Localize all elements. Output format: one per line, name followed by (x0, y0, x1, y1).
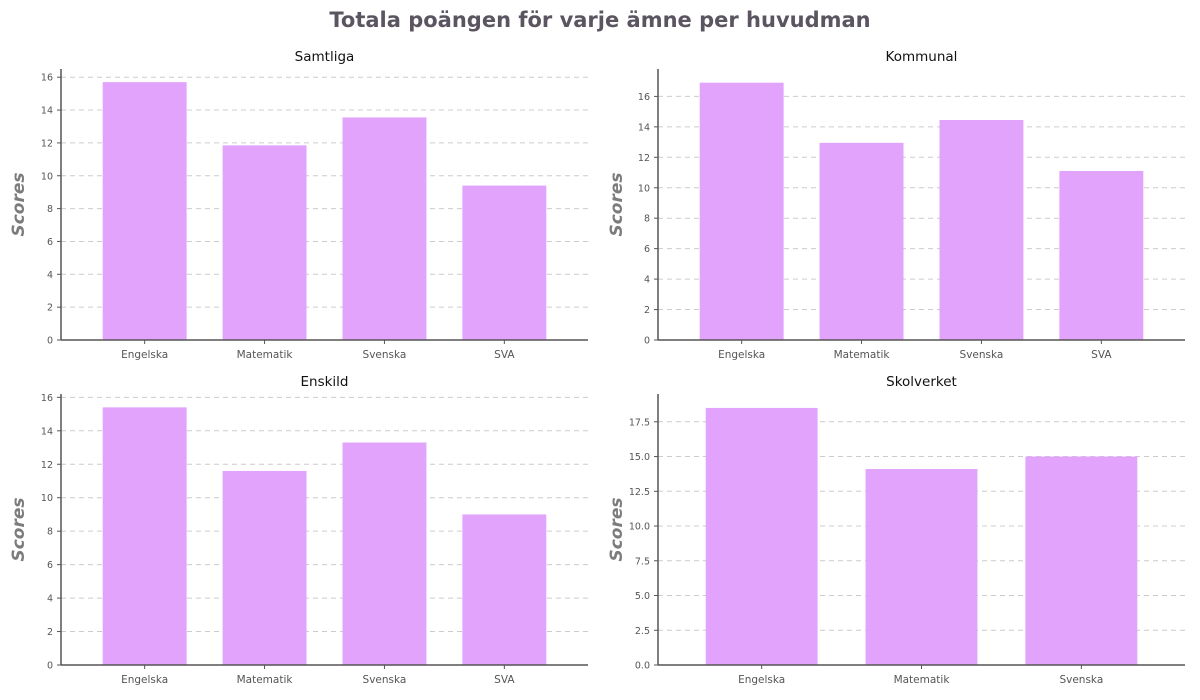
y-tick-label: 2 (47, 627, 53, 638)
x-tick-label-sva: SVA (494, 674, 515, 686)
x-tick-label-matematik: Matematik (834, 349, 891, 361)
y-tick-label: 15.0 (629, 452, 650, 463)
y-tick-label: 6 (644, 244, 650, 255)
bar-engelska (102, 82, 187, 340)
x-tick-label-engelska: Engelska (121, 674, 168, 686)
x-tick-label-svenska: Svenska (1059, 674, 1103, 686)
y-tick-label: 14 (638, 122, 650, 133)
y-tick-label: 4 (47, 270, 53, 281)
y-tick-label: 8 (47, 527, 53, 538)
x-tick-label-engelska: Engelska (738, 674, 785, 686)
y-tick-label: 2.5 (635, 626, 650, 637)
subplot-title-kommunal: Kommunal (886, 49, 958, 65)
y-tick-label: 10 (638, 183, 650, 194)
chart-svg-samtliga: Samtliga 0 2 4 6 8 10 12 14 16 Engelska Matematik Sv… (9, 49, 588, 361)
x-tick-label-sva: SVA (1091, 349, 1112, 361)
y-tick-label: 4 (644, 275, 650, 286)
bar-svenska (342, 117, 427, 341)
y-tick-label: 0 (644, 336, 650, 347)
y-tick-label: 10 (41, 171, 53, 182)
subplot-title-enskild: Enskild (300, 374, 348, 390)
y-axis-label: Scores (607, 497, 627, 561)
y-tick-label: 14 (41, 426, 53, 437)
y-tick-label: 0 (47, 336, 53, 347)
y-tick-label: 8 (644, 214, 650, 225)
bar-sva (1059, 171, 1144, 340)
y-tick-label: 7.5 (635, 556, 650, 567)
y-tick-label: 8 (47, 204, 53, 215)
bar-matematik (819, 142, 904, 340)
bar-sva (462, 185, 547, 340)
x-tick-label-svenska: Svenska (960, 349, 1004, 361)
x-tick-label-svenska: Svenska (363, 674, 407, 686)
y-tick-label: 17.5 (629, 417, 650, 428)
y-tick-label: 10 (41, 493, 53, 504)
chart-svg-skolverket: Skolverket 0.0 2.5 5.0 7.5 10.0 12.5 15.0 17.5 En… (607, 374, 1185, 686)
y-tick-label: 12 (41, 460, 53, 471)
bar-svenska (342, 442, 427, 665)
chart-panel-skolverket: Skolverket 0.0 2.5 5.0 7.5 10.0 12.5 15.0 17.5 En… (600, 369, 1200, 689)
y-tick-label: 16 (638, 92, 650, 103)
bar-matematik (222, 470, 307, 665)
chart-svg-kommunal: Kommunal 0 2 4 6 8 10 12 14 16 Engelska Matematik Sv… (607, 49, 1185, 361)
y-tick-label: 5.0 (635, 591, 650, 602)
y-axis-label: Scores (607, 172, 627, 236)
y-tick-label: 4 (47, 594, 53, 605)
y-tick-label: 12 (41, 138, 53, 149)
chart-panel-enskild: Enskild 0 2 4 6 8 10 12 14 16 Engelska Matematik Sve… (0, 369, 600, 689)
y-axis-label: Scores (9, 497, 29, 561)
bar-svenska (939, 120, 1024, 340)
y-tick-label: 2 (644, 305, 650, 316)
bar-engelska (102, 407, 187, 665)
subplot-title-samtliga: Samtliga (295, 49, 355, 65)
chart-svg-enskild: Enskild 0 2 4 6 8 10 12 14 16 Engelska Matematik Sve… (9, 374, 588, 686)
y-axis-label: Scores (9, 172, 29, 236)
y-tick-label: 0 (47, 661, 53, 672)
y-tick-label: 10.0 (629, 522, 650, 533)
bar-matematik (865, 469, 978, 665)
y-tick-label: 16 (41, 73, 53, 84)
y-tick-label: 6 (47, 237, 53, 248)
y-tick-label: 12.5 (629, 487, 650, 498)
y-tick-label: 0.0 (635, 661, 650, 672)
x-tick-label-matematik: Matematik (237, 674, 294, 686)
figure-title: Totala poängen för varje ämne per huvudm… (329, 8, 871, 32)
subplot-title-skolverket: Skolverket (886, 374, 957, 390)
x-tick-label-sva: SVA (494, 349, 515, 361)
x-tick-label-engelska: Engelska (718, 349, 765, 361)
y-tick-label: 12 (638, 153, 650, 164)
chart-panel-samtliga: Samtliga 0 2 4 6 8 10 12 14 16 Engelska Matematik Sv… (0, 44, 600, 364)
x-tick-label-svenska: Svenska (363, 349, 407, 361)
y-tick-label: 2 (47, 303, 53, 314)
x-tick-label-engelska: Engelska (121, 349, 168, 361)
bar-engelska (705, 407, 818, 665)
bar-engelska (699, 82, 784, 341)
bar-sva (462, 514, 547, 665)
y-tick-label: 6 (47, 560, 53, 571)
x-tick-label-matematik: Matematik (237, 349, 294, 361)
y-tick-label: 16 (41, 393, 53, 404)
bar-svenska (1025, 456, 1138, 665)
bar-matematik (222, 145, 307, 340)
x-tick-label-matematik: Matematik (894, 674, 951, 686)
y-tick-label: 14 (41, 106, 53, 117)
chart-panel-kommunal: Kommunal 0 2 4 6 8 10 12 14 16 Engelska Matematik Sv… (600, 44, 1200, 364)
